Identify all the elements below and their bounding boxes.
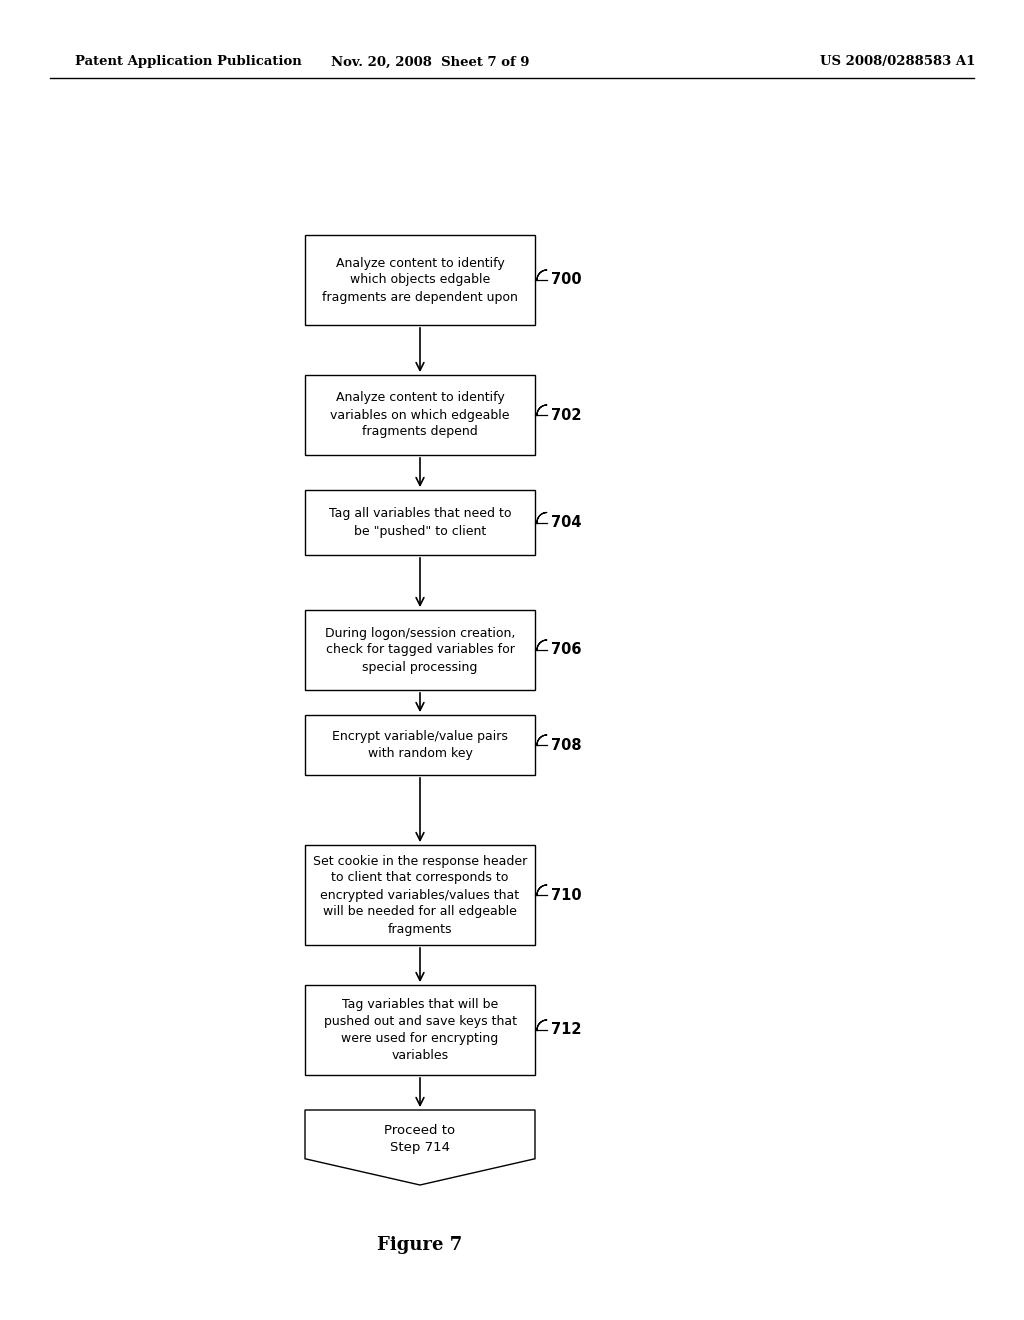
Text: Proceed to
Step 714: Proceed to Step 714 (384, 1123, 456, 1154)
Text: Tag variables that will be
pushed out and save keys that
were used for encryptin: Tag variables that will be pushed out an… (324, 998, 516, 1063)
Bar (305, 490, 535, 554)
Text: 712: 712 (551, 1023, 582, 1038)
Bar (305, 985, 535, 1074)
Text: 706: 706 (551, 643, 582, 657)
Text: 708: 708 (551, 738, 582, 752)
Text: 710: 710 (551, 887, 582, 903)
Text: During logon/session creation,
check for tagged variables for
special processing: During logon/session creation, check for… (325, 627, 515, 673)
Text: Figure 7: Figure 7 (378, 1236, 463, 1254)
Text: Nov. 20, 2008  Sheet 7 of 9: Nov. 20, 2008 Sheet 7 of 9 (331, 55, 529, 69)
Text: 702: 702 (551, 408, 582, 422)
Text: Set cookie in the response header
to client that corresponds to
encrypted variab: Set cookie in the response header to cli… (313, 854, 527, 936)
Text: US 2008/0288583 A1: US 2008/0288583 A1 (820, 55, 976, 69)
Text: Tag all variables that need to
be "pushed" to client: Tag all variables that need to be "pushe… (329, 507, 511, 537)
Text: Patent Application Publication: Patent Application Publication (75, 55, 302, 69)
Text: 704: 704 (551, 515, 582, 531)
Polygon shape (305, 1110, 535, 1185)
Bar (305, 715, 535, 775)
Bar (305, 375, 535, 455)
Text: Analyze content to identify
which objects edgable
fragments are dependent upon: Analyze content to identify which object… (323, 256, 518, 304)
Bar (305, 610, 535, 690)
Text: Analyze content to identify
variables on which edgeable
fragments depend: Analyze content to identify variables on… (331, 392, 510, 438)
Text: 700: 700 (551, 272, 582, 288)
Bar (305, 235, 535, 325)
Bar (305, 845, 535, 945)
Text: Encrypt variable/value pairs
with random key: Encrypt variable/value pairs with random… (332, 730, 508, 760)
